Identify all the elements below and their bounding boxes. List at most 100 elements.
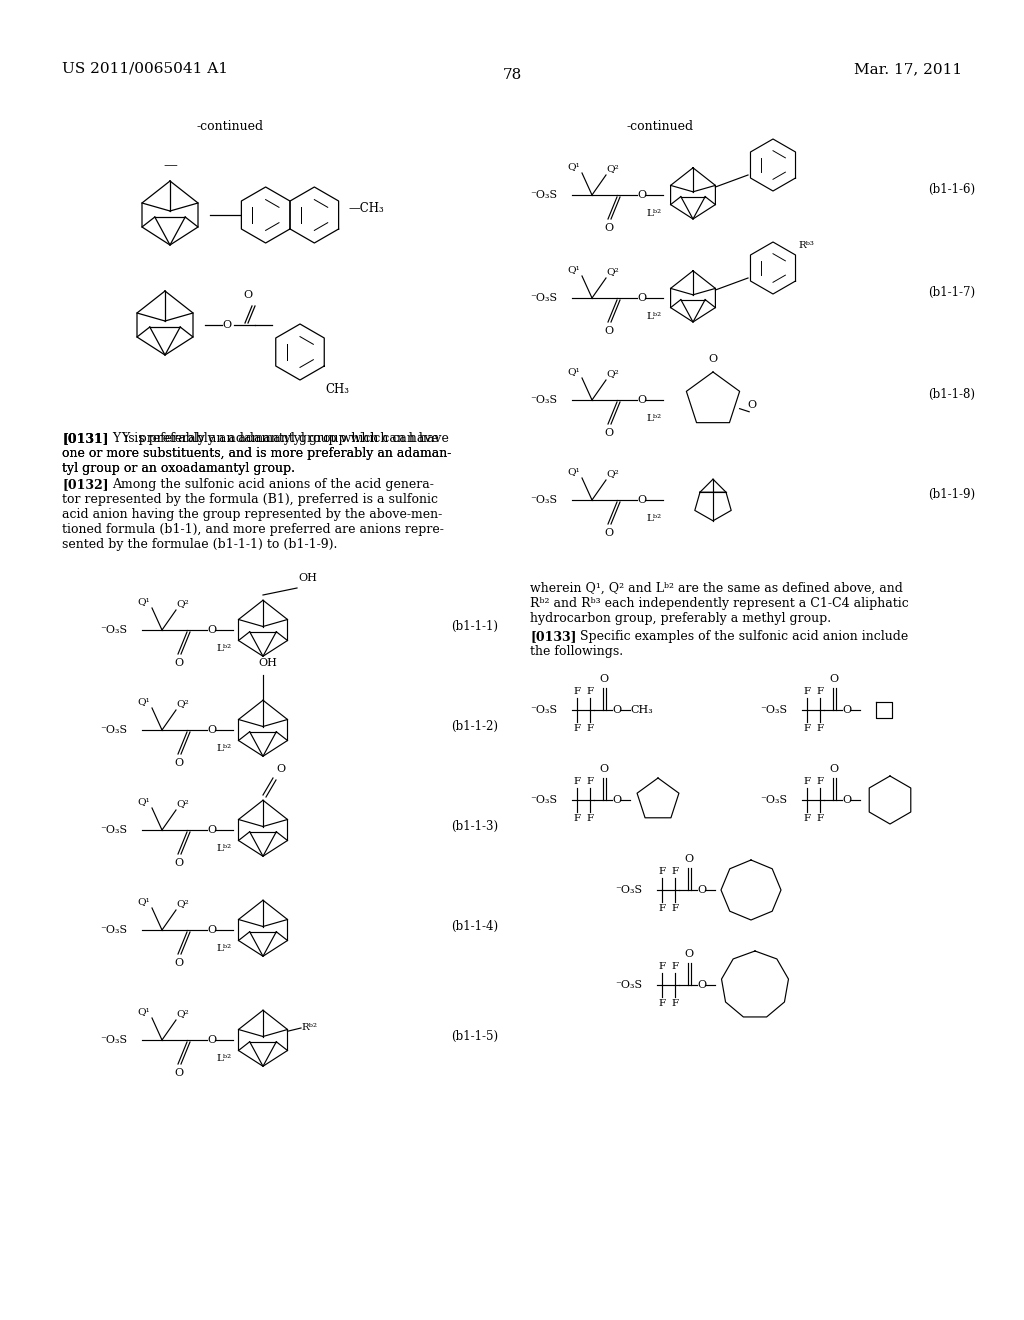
Text: O: O [637,293,646,304]
Text: O: O [842,795,851,805]
Text: O: O [207,1035,216,1045]
Text: Lᵇ²: Lᵇ² [216,944,231,953]
Text: (b1-1-8): (b1-1-8) [928,388,975,401]
Text: F: F [658,999,666,1008]
Text: the followings.: the followings. [530,645,624,657]
Text: Lᵇ²: Lᵇ² [646,209,662,218]
Text: ⁻O₃S: ⁻O₃S [100,1035,127,1045]
Text: Q¹: Q¹ [567,265,580,275]
Text: O: O [637,395,646,405]
Text: O: O [276,764,285,774]
Text: ⁻O₃S: ⁻O₃S [615,884,642,895]
Text: Q²: Q² [176,700,188,708]
Text: O: O [599,675,608,684]
Text: O: O [684,949,693,960]
Text: [0131]: [0131] [62,432,109,445]
Text: -continued: -continued [197,120,263,133]
Text: one or more substituents, and is more preferably an adaman-: one or more substituents, and is more pr… [62,447,452,459]
Text: F: F [672,999,679,1008]
Text: Q²: Q² [176,599,188,609]
Text: —: — [163,158,177,172]
Text: Mar. 17, 2011: Mar. 17, 2011 [854,62,962,77]
Text: O: O [174,657,183,668]
Text: —CH₃: —CH₃ [348,202,384,214]
Text: CH₃: CH₃ [630,705,652,715]
Text: O: O [697,884,707,895]
Text: Lᵇ²: Lᵇ² [216,744,231,752]
Text: O: O [174,758,183,768]
Text: Q¹: Q¹ [137,797,150,807]
Text: O: O [746,400,756,411]
Text: ⁻O₃S: ⁻O₃S [760,795,787,805]
Text: (b1-1-9): (b1-1-9) [928,488,975,502]
Text: (b1-1-2): (b1-1-2) [451,719,498,733]
Text: O: O [829,764,839,774]
Text: O: O [174,958,183,968]
Text: ⁻O₃S: ⁻O₃S [100,624,127,635]
Text: O: O [604,528,613,539]
Text: O: O [612,795,622,805]
Text: Q²: Q² [606,164,618,173]
Text: O: O [697,979,707,990]
Text: F: F [816,814,823,822]
Text: Lᵇ²: Lᵇ² [216,644,231,653]
Text: F: F [587,723,594,733]
Text: Rᵇ² and Rᵇ³ each independently represent a C1-C4 aliphatic: Rᵇ² and Rᵇ³ each independently represent… [530,597,908,610]
Text: Rᵇ³: Rᵇ³ [798,242,814,249]
Text: F: F [804,814,811,822]
Text: -continued: -continued [627,120,693,133]
Text: O: O [207,725,216,735]
Text: F: F [672,867,679,876]
Text: O: O [174,1068,183,1078]
Text: ⁻O₃S: ⁻O₃S [615,979,642,990]
Text: F: F [804,723,811,733]
Text: O: O [604,326,613,337]
Text: Q¹: Q¹ [137,597,150,606]
Text: F: F [587,814,594,822]
Text: O: O [244,290,253,300]
Text: ⁻O₃S: ⁻O₃S [530,705,557,715]
Text: Lᵇ²: Lᵇ² [216,843,231,853]
Text: OH: OH [259,657,278,668]
Text: Q¹: Q¹ [567,467,580,477]
Text: F: F [672,904,679,913]
Text: (b1-1-5): (b1-1-5) [451,1030,498,1043]
Text: O: O [604,428,613,438]
Text: F: F [658,867,666,876]
Text: F: F [587,777,594,785]
Text: 78: 78 [503,69,521,82]
Text: F: F [816,777,823,785]
Text: ⁻O₃S: ⁻O₃S [760,705,787,715]
Text: F: F [672,962,679,972]
Text: sented by the formulae (b1-1-1) to (b1-1-9).: sented by the formulae (b1-1-1) to (b1-1… [62,539,337,550]
Text: Q²: Q² [606,370,618,378]
Text: Y is preferably an adamantyl group which can have: Y is preferably an adamantyl group which… [112,432,439,445]
Text: O: O [842,705,851,715]
Text: F: F [573,777,581,785]
Text: Q²: Q² [606,469,618,478]
Text: [0133]: [0133] [530,630,577,643]
Text: Q¹: Q¹ [137,898,150,906]
Text: acid anion having the group represented by the above-men-: acid anion having the group represented … [62,508,442,521]
Text: one or more substituents, and is more preferably an adaman-: one or more substituents, and is more pr… [62,447,452,459]
Text: ⁻O₃S: ⁻O₃S [530,495,557,506]
Text: Q²: Q² [176,1008,188,1018]
Text: O: O [684,854,693,865]
Text: (b1-1-6): (b1-1-6) [928,183,975,195]
Text: O: O [612,705,622,715]
Text: Q¹: Q¹ [137,1007,150,1016]
Text: tyl group or an oxoadamantyl group.: tyl group or an oxoadamantyl group. [62,462,295,475]
Text: Lᵇ²: Lᵇ² [646,513,662,523]
Text: O: O [207,925,216,935]
Text: ⁻O₃S: ⁻O₃S [100,925,127,935]
Text: Q¹: Q¹ [567,367,580,376]
Text: Y is preferably an adamantyl group which can have: Y is preferably an adamantyl group which… [110,432,449,445]
Text: O: O [174,858,183,869]
Text: F: F [587,686,594,696]
Text: [0131]: [0131] [62,432,109,445]
Text: O: O [207,825,216,836]
Text: F: F [573,814,581,822]
Text: ⁻O₃S: ⁻O₃S [530,395,557,405]
Text: O: O [637,190,646,201]
Text: tyl group or an oxoadamantyl group.: tyl group or an oxoadamantyl group. [62,462,295,475]
